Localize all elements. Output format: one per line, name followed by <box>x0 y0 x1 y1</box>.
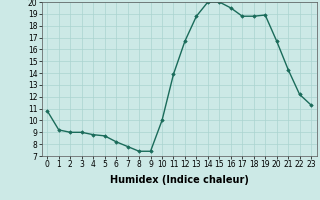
X-axis label: Humidex (Indice chaleur): Humidex (Indice chaleur) <box>110 175 249 185</box>
